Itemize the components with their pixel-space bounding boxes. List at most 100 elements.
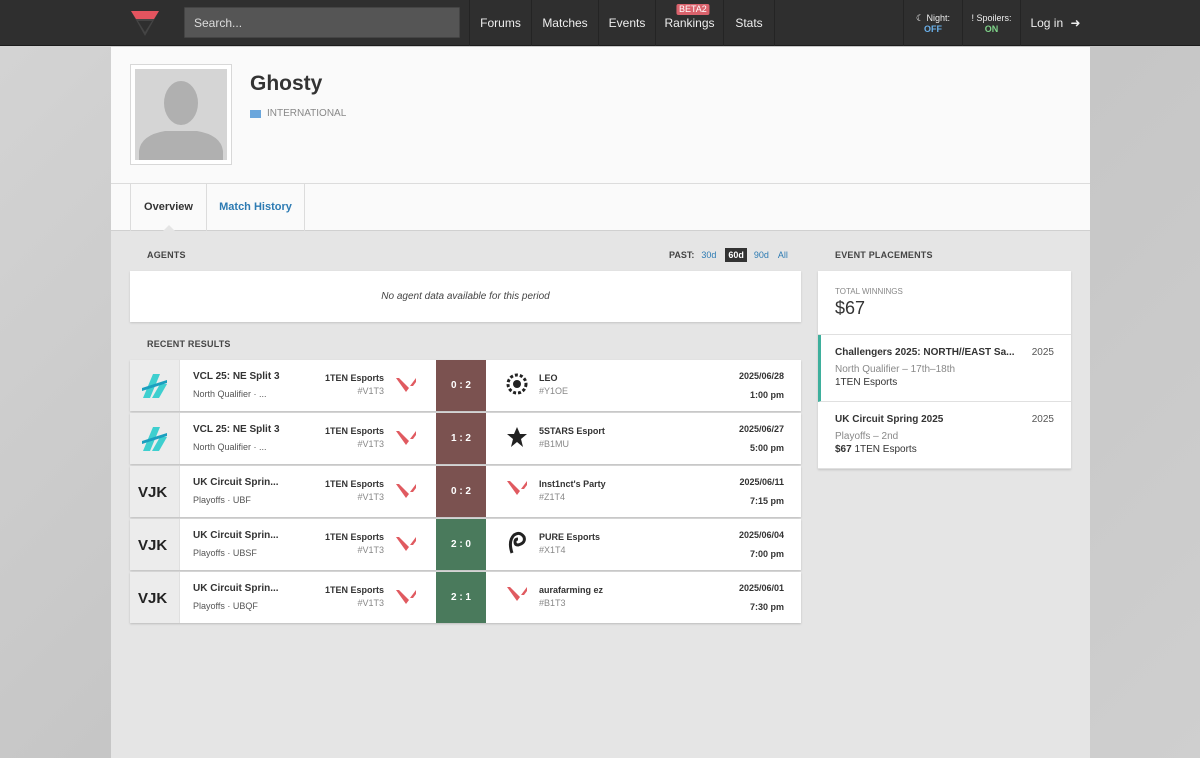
team-name: 1TEN Esports [324, 426, 384, 436]
valorant-icon [506, 585, 528, 608]
match-date: 2025/06/27 [738, 424, 784, 434]
placement-item[interactable]: Challengers 2025: NORTH//EAST Sa... 2025… [818, 335, 1071, 402]
past-label: PAST: [669, 250, 695, 260]
placement-stage: North Qualifier – 17th–18th [835, 364, 956, 375]
profile-header: Ghosty INTERNATIONAL [111, 47, 1090, 184]
nav-matches[interactable]: Matches [531, 0, 598, 46]
match-time: 1:00 pm [749, 390, 784, 400]
placement-item[interactable]: UK Circuit Spring 2025 2025 Playoffs – 2… [818, 402, 1071, 469]
total-winnings: TOTAL WINNINGS $67 [818, 271, 1071, 335]
opponent-logo [506, 531, 528, 555]
valorant-icon [395, 429, 417, 452]
opponent-name: 5STARS Esport [539, 426, 605, 436]
period-all[interactable]: All [777, 250, 788, 260]
nav-rankings[interactable]: BETA2 Rankings [655, 0, 723, 46]
match-datetime: 2025/06/11 7:15 pm [739, 477, 784, 506]
event-logo: VJK [130, 466, 180, 517]
period-60d[interactable]: 60d [725, 248, 747, 262]
opponent-team: Inst1nct's Party #Z1T4 [539, 479, 606, 502]
event-name: VCL 25: NE Split 3 [193, 371, 280, 382]
tab-overview-label: Overview [144, 201, 193, 213]
match-datetime: 2025/06/27 5:00 pm [739, 424, 784, 453]
pure-logo-icon [508, 531, 526, 554]
night-state: OFF [924, 24, 942, 34]
beta-badge: BETA2 [675, 4, 710, 15]
match-score: 2 : 0 [436, 519, 486, 570]
placement-team-line: $67 1TEN Esports [835, 444, 1071, 455]
match-date: 2025/06/28 [738, 371, 784, 381]
opponent-team: 5STARS Esport #B1MU [539, 426, 605, 449]
night-toggle[interactable]: ☾ Night: OFF [903, 0, 962, 46]
player-team: 1TEN Esports #V1T3 [325, 373, 384, 396]
svg-text:VJK: VJK [138, 484, 167, 500]
team-name: 1TEN Esports [324, 585, 384, 595]
flag-icon [250, 109, 261, 118]
placement-event: Challengers 2025: NORTH//EAST Sa... [835, 347, 1015, 358]
opponent-logo [506, 584, 528, 608]
nav-stats[interactable]: Stats [723, 0, 775, 46]
player-team: 1TEN Esports #V1T3 [325, 532, 384, 555]
spoilers-state: ON [984, 24, 999, 34]
event-name: VCL 25: NE Split 3 [193, 424, 280, 435]
placement-event: UK Circuit Spring 2025 [835, 414, 944, 425]
moon-icon: ☾ [915, 13, 925, 23]
match-score: 2 : 1 [436, 572, 486, 623]
event-logo: VJK [130, 572, 180, 623]
valorant-icon [395, 376, 417, 399]
placement-stage: Playoffs – 2nd [835, 431, 899, 442]
team-name: 1TEN Esports [324, 532, 384, 542]
valorant-icon [506, 479, 528, 502]
opponent-logo [506, 372, 528, 396]
team-tag: #V1T3 [357, 386, 384, 396]
opponent-tag: #Z1T4 [539, 492, 566, 502]
opponent-tag: #Y1OE [539, 386, 569, 396]
nav-rankings-label: Rankings [664, 16, 715, 30]
tab-overview[interactable]: Overview [130, 184, 207, 232]
event-name: UK Circuit Sprin... [193, 477, 279, 488]
period-90d[interactable]: 90d [753, 250, 769, 260]
spoilers-toggle[interactable]: ! Spoilers: ON [962, 0, 1020, 46]
period-30d[interactable]: 30d [701, 250, 717, 260]
country-name: INTERNATIONAL [267, 108, 347, 119]
login-button[interactable]: Log in ➜ [1020, 0, 1090, 46]
match-row[interactable]: VCL 25: NE Split 3 North Qualifier · ... 1… [130, 360, 801, 411]
opponent-tag: #X1T4 [539, 545, 566, 555]
nav-forums[interactable]: Forums [469, 0, 531, 46]
player-name: Ghosty [250, 72, 323, 95]
match-datetime: 2025/06/04 7:00 pm [739, 530, 784, 559]
event-logo [130, 413, 180, 464]
event-name: UK Circuit Sprin... [193, 530, 279, 541]
match-row[interactable]: VJK UK Circuit Sprin... Playoffs · UBQF 1TE… [130, 572, 801, 623]
match-date: 2025/06/04 [738, 530, 784, 540]
tab-match-history[interactable]: Match History [207, 184, 305, 231]
total-winnings-label: TOTAL WINNINGS [835, 287, 903, 296]
team-tag: #V1T3 [357, 598, 384, 608]
search-input[interactable] [184, 7, 460, 38]
profile-tabs: Overview Match History [111, 184, 1090, 232]
sign-in-icon: ➜ [1070, 16, 1081, 30]
uk-circuit-logo-icon: VJK [138, 590, 167, 606]
player-team: 1TEN Esports #V1T3 [325, 426, 384, 449]
event-stage: North Qualifier · ... [193, 389, 267, 399]
match-row[interactable]: VCL 25: NE Split 3 North Qualifier · ... 1… [130, 413, 801, 464]
agents-title: AGENTS [147, 250, 186, 260]
event-stage: Playoffs · UBSF [193, 548, 257, 558]
country-label: INTERNATIONAL [250, 108, 346, 119]
vcl-ne-logo-icon [141, 373, 167, 398]
match-row[interactable]: VJK UK Circuit Sprin... Playoffs · UBSF 1TE… [130, 519, 801, 570]
recent-results-title: RECENT RESULTS [147, 339, 231, 349]
login-label: Log in [1030, 16, 1064, 30]
uk-circuit-logo-icon: VJK [138, 484, 167, 500]
team-tag: #V1T3 [357, 545, 384, 555]
match-datetime: 2025/06/28 1:00 pm [739, 371, 784, 400]
opponent-team: PURE Esports #X1T4 [539, 532, 600, 555]
agents-empty-card: No agent data available for this period [130, 271, 801, 322]
match-row[interactable]: VJK UK Circuit Sprin... Playoffs · UBF 1TEN… [130, 466, 801, 517]
opponent-name: LEO [539, 373, 558, 383]
opponent-tag: #B1MU [539, 439, 570, 449]
site-logo[interactable] [129, 8, 161, 38]
nav-events[interactable]: Events [598, 0, 655, 46]
opponent-team: aurafarming ez #B1T3 [539, 585, 603, 608]
svg-text:VJK: VJK [138, 537, 167, 553]
event-name: UK Circuit Sprin... [193, 583, 279, 594]
